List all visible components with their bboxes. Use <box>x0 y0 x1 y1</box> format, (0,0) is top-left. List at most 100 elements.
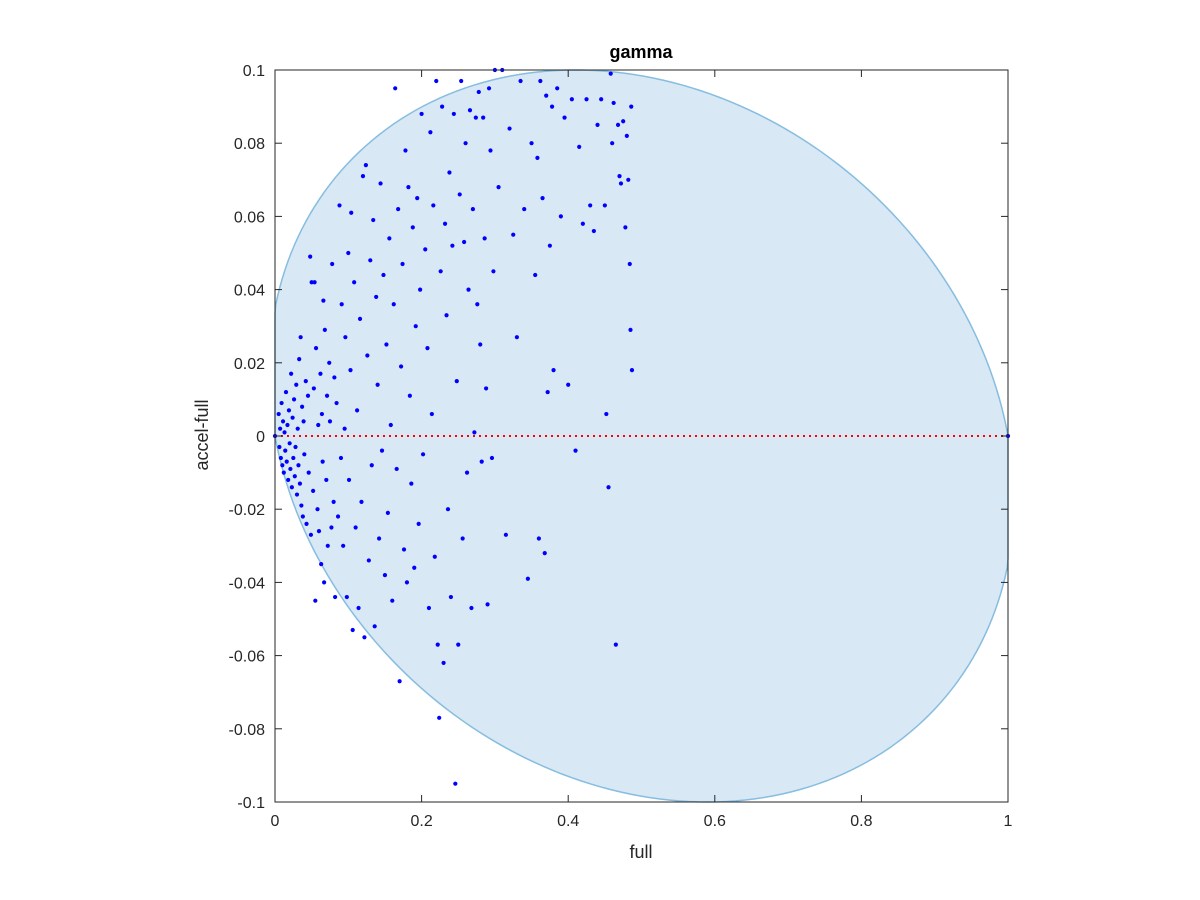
data-point <box>363 163 368 168</box>
data-point <box>608 71 613 76</box>
data-point <box>302 452 307 457</box>
data-point <box>288 466 293 472</box>
y-tick-label: -0.04 <box>229 575 266 592</box>
data-point <box>286 477 291 483</box>
data-point <box>356 605 361 611</box>
data-point <box>327 419 333 424</box>
data-point <box>475 302 480 307</box>
data-point <box>378 181 383 186</box>
data-point <box>618 181 624 186</box>
data-point <box>294 382 299 387</box>
data-point <box>466 287 471 292</box>
data-point <box>287 441 292 446</box>
data-point <box>457 192 462 197</box>
data-point <box>366 558 371 563</box>
data-point <box>418 287 423 292</box>
data-point <box>343 335 348 340</box>
y-tick-label: 0.06 <box>234 209 265 226</box>
data-point <box>476 89 481 95</box>
data-point <box>283 389 289 395</box>
data-point <box>522 206 527 212</box>
data-point <box>296 463 301 468</box>
y-tick-label: 0.02 <box>234 356 265 373</box>
x-tick-label: 0.2 <box>410 813 432 830</box>
y-tick-label: 0.04 <box>234 283 265 300</box>
data-point <box>464 470 470 475</box>
data-point <box>277 444 282 450</box>
data-point <box>280 419 286 424</box>
data-point <box>626 177 631 182</box>
data-point <box>470 206 476 212</box>
data-point <box>350 627 355 633</box>
data-point <box>355 408 360 413</box>
data-point <box>293 444 298 450</box>
data-point <box>352 280 357 285</box>
data-point <box>376 536 382 541</box>
data-point <box>322 580 327 585</box>
data-point <box>320 459 325 464</box>
data-point <box>423 247 428 252</box>
data-point <box>360 174 366 179</box>
data-point <box>285 422 290 428</box>
data-point <box>462 239 467 245</box>
data-point <box>291 455 296 461</box>
data-point <box>599 97 604 102</box>
data-point <box>333 594 338 600</box>
data-point <box>573 448 578 453</box>
data-point <box>438 269 443 274</box>
data-point <box>346 250 351 256</box>
data-point <box>342 426 347 431</box>
data-point <box>335 514 341 519</box>
data-point <box>313 346 319 351</box>
data-point <box>348 368 353 373</box>
data-point <box>482 236 487 241</box>
data-point <box>286 408 292 413</box>
data-point <box>362 635 367 640</box>
data-point <box>291 397 297 402</box>
y-tick-label: -0.06 <box>229 649 266 666</box>
data-point <box>283 448 288 453</box>
data-point <box>295 426 300 431</box>
data-point <box>463 141 468 146</box>
data-point <box>298 335 303 340</box>
data-point <box>359 499 364 504</box>
data-point <box>451 111 456 117</box>
data-point <box>441 660 446 666</box>
data-point <box>318 371 323 376</box>
y-tick-label: -0.02 <box>229 502 266 519</box>
data-point <box>397 679 402 684</box>
data-point <box>312 280 317 285</box>
data-point <box>289 371 294 376</box>
data-point <box>391 302 396 307</box>
data-point <box>604 411 609 417</box>
data-point <box>588 203 593 208</box>
data-point <box>580 221 585 226</box>
data-point <box>339 302 344 307</box>
data-point <box>529 141 534 146</box>
data-point <box>276 411 281 417</box>
data-point <box>445 507 451 512</box>
data-point <box>624 133 629 138</box>
y-tick-label: 0.08 <box>234 136 265 153</box>
data-point <box>453 781 458 786</box>
data-point <box>322 327 327 332</box>
data-point <box>540 196 545 201</box>
chart-title: gamma <box>609 42 673 62</box>
data-point <box>484 386 489 391</box>
data-point <box>344 594 349 600</box>
data-point <box>319 411 325 417</box>
data-point <box>299 503 304 508</box>
data-point <box>316 529 322 534</box>
data-point <box>327 360 332 365</box>
data-point <box>450 243 455 248</box>
data-point <box>629 104 634 109</box>
data-point <box>478 342 483 347</box>
data-point <box>409 481 414 486</box>
data-point <box>368 258 373 263</box>
data-point <box>432 554 437 559</box>
data-point <box>304 521 309 526</box>
data-point <box>309 280 314 285</box>
data-point <box>525 576 530 581</box>
data-point <box>503 532 508 537</box>
data-point <box>319 562 324 567</box>
